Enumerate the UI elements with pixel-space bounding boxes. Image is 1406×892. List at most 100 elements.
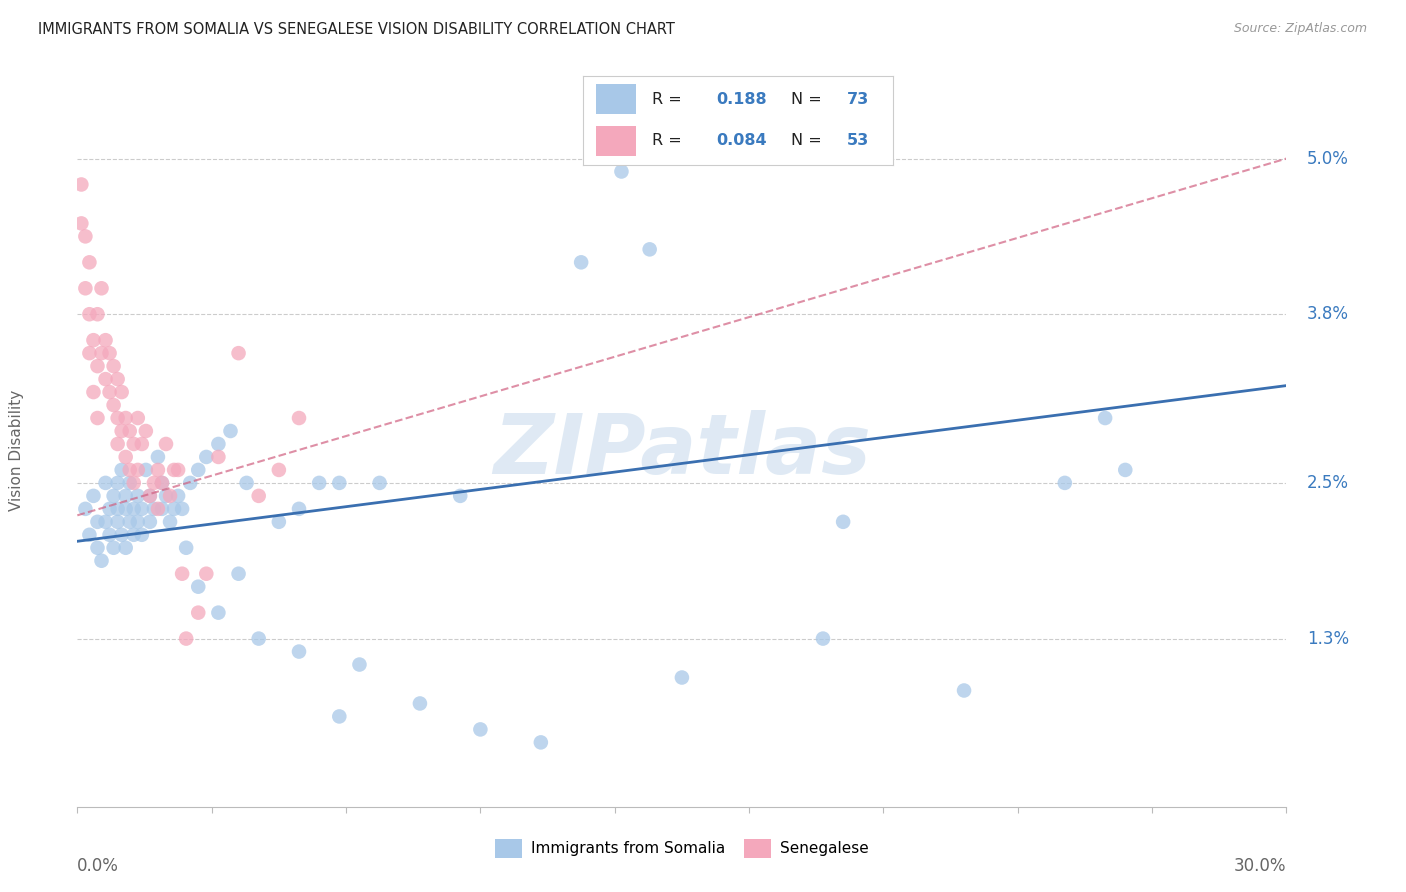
- Point: [86, 541, 108, 555]
- Point: [131, 528, 153, 542]
- Point: [107, 411, 129, 425]
- Point: [150, 475, 173, 490]
- Point: [114, 501, 136, 516]
- Point: [90, 281, 112, 295]
- Point: [75, 229, 97, 244]
- Point: [328, 709, 350, 723]
- Point: [94, 475, 117, 490]
- Point: [174, 632, 197, 646]
- Point: [118, 424, 141, 438]
- Point: [1094, 411, 1116, 425]
- Point: [288, 501, 311, 516]
- Point: [530, 735, 553, 749]
- Point: [247, 632, 270, 646]
- Point: [111, 463, 134, 477]
- Point: [103, 541, 125, 555]
- Point: [195, 450, 218, 464]
- Point: [187, 463, 209, 477]
- Point: [111, 424, 134, 438]
- Point: [569, 255, 592, 269]
- Point: [107, 437, 129, 451]
- Point: [79, 255, 101, 269]
- Point: [75, 501, 97, 516]
- Text: N =: N =: [790, 92, 827, 106]
- Point: [70, 216, 93, 230]
- Text: N =: N =: [790, 134, 827, 148]
- Point: [155, 437, 177, 451]
- Point: [228, 566, 250, 581]
- Point: [409, 697, 432, 711]
- Text: 73: 73: [846, 92, 869, 106]
- Text: 3.8%: 3.8%: [1306, 305, 1348, 323]
- Point: [368, 475, 391, 490]
- Point: [235, 475, 257, 490]
- Point: [107, 475, 129, 490]
- Point: [247, 489, 270, 503]
- Point: [288, 644, 311, 658]
- FancyBboxPatch shape: [596, 126, 636, 156]
- Point: [172, 501, 194, 516]
- Point: [82, 385, 104, 400]
- Point: [187, 580, 209, 594]
- Point: [187, 606, 209, 620]
- Point: [94, 333, 117, 347]
- Point: [118, 475, 141, 490]
- Text: 53: 53: [846, 134, 869, 148]
- Point: [142, 501, 165, 516]
- Point: [75, 281, 97, 295]
- Point: [349, 657, 371, 672]
- Point: [122, 437, 145, 451]
- Point: [114, 411, 136, 425]
- Point: [163, 501, 186, 516]
- Point: [288, 411, 311, 425]
- Point: [111, 385, 134, 400]
- Point: [86, 307, 108, 321]
- Point: [267, 463, 290, 477]
- Point: [86, 515, 108, 529]
- Point: [79, 346, 101, 360]
- Point: [131, 501, 153, 516]
- Point: [107, 372, 129, 386]
- Point: [107, 501, 129, 516]
- Point: [82, 489, 104, 503]
- Point: [953, 683, 976, 698]
- Text: ZIPatlas: ZIPatlas: [494, 410, 870, 491]
- Point: [267, 515, 290, 529]
- Point: [94, 515, 117, 529]
- Point: [127, 463, 149, 477]
- Point: [122, 528, 145, 542]
- Point: [82, 333, 104, 347]
- Point: [811, 632, 834, 646]
- Text: 5.0%: 5.0%: [1306, 150, 1348, 168]
- Point: [195, 566, 218, 581]
- Point: [328, 475, 350, 490]
- Point: [470, 723, 492, 737]
- Point: [79, 528, 101, 542]
- Text: Vision Disability: Vision Disability: [10, 390, 24, 511]
- Point: [167, 463, 190, 477]
- Point: [135, 424, 157, 438]
- Point: [1114, 463, 1136, 477]
- Point: [159, 515, 181, 529]
- Point: [111, 528, 134, 542]
- Point: [179, 475, 201, 490]
- Point: [90, 554, 112, 568]
- Point: [98, 385, 121, 400]
- Point: [219, 424, 242, 438]
- Point: [94, 372, 117, 386]
- Point: [131, 437, 153, 451]
- Point: [449, 489, 471, 503]
- Point: [127, 489, 149, 503]
- Text: R =: R =: [651, 134, 686, 148]
- Point: [638, 243, 661, 257]
- Point: [86, 411, 108, 425]
- Point: [70, 178, 93, 192]
- Point: [163, 463, 186, 477]
- Point: [114, 541, 136, 555]
- Text: 2.5%: 2.5%: [1306, 474, 1348, 491]
- Point: [79, 307, 101, 321]
- Point: [98, 346, 121, 360]
- Point: [207, 450, 229, 464]
- Point: [150, 501, 173, 516]
- Point: [146, 450, 169, 464]
